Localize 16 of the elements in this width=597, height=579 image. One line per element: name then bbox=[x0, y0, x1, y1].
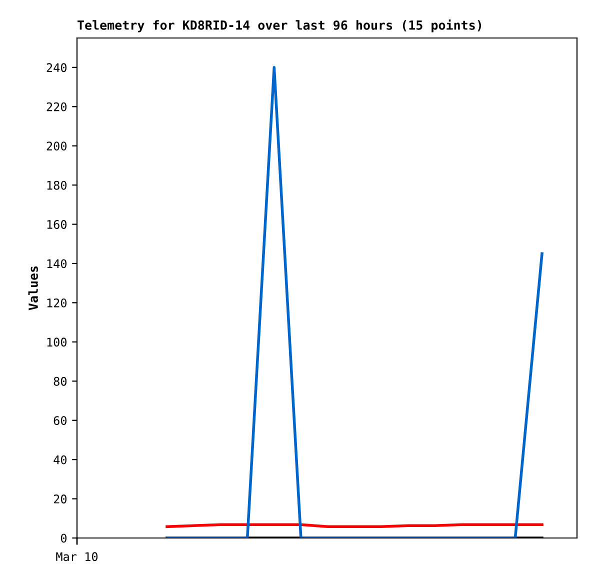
y-tick-label: 80 bbox=[54, 376, 67, 386]
y-tick-label: 160 bbox=[47, 220, 67, 229]
y-tick-label: 140 bbox=[47, 259, 67, 268]
y-tick-label: 100 bbox=[47, 338, 67, 347]
y-tick-label: 0 bbox=[60, 534, 67, 543]
y-tick-label: 20 bbox=[54, 494, 67, 504]
y-tick-label: 120 bbox=[47, 298, 67, 308]
y-tick-label: 180 bbox=[47, 180, 67, 190]
y-tick-label: 220 bbox=[46, 102, 67, 112]
text: Mar 10 bbox=[56, 552, 98, 562]
chart-title: Telemetry for KD8RID-14 over last 96 hours (15 points) bbox=[78, 20, 482, 32]
y-tick-label: 200 bbox=[46, 142, 67, 151]
y-tick-label: 60 bbox=[54, 416, 67, 426]
y-tick-label: 240 bbox=[46, 63, 67, 72]
y-axis-title: Values bbox=[28, 266, 38, 310]
y-tick-label: 40 bbox=[54, 455, 67, 464]
